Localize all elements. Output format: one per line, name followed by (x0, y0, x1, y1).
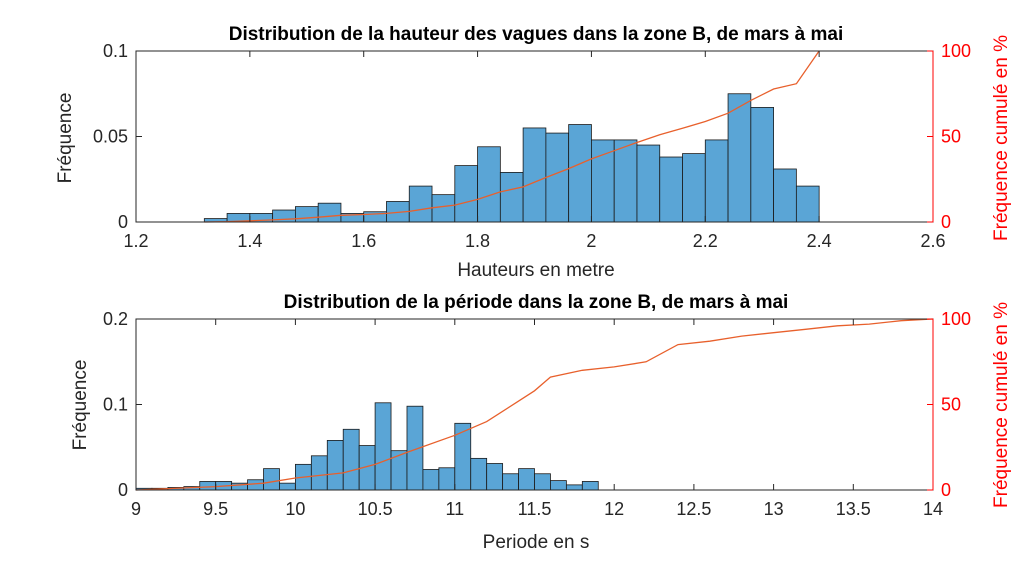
period-bar-27 (565, 484, 583, 491)
height-bar-12 (477, 146, 501, 223)
period-bar-19 (438, 467, 456, 491)
period-y2-axis-label: Fréquence cumulé en % (991, 302, 1012, 508)
period-x-tick-label-1: 9.5 (203, 499, 228, 519)
period-bar-23 (502, 473, 519, 491)
period-x-tick-label-8: 13 (764, 499, 784, 519)
height-bars (203, 93, 820, 223)
height-x-tick-label-1: 1.4 (237, 231, 262, 251)
height-bar-5 (317, 202, 342, 223)
period-bar-13 (342, 428, 360, 491)
period-bar-16 (390, 450, 408, 491)
period-bar-15 (374, 402, 392, 491)
period-bar-12 (326, 440, 344, 491)
height-chart-title: Distribution de la hauteur des vagues da… (229, 24, 844, 45)
height-bar-15 (545, 132, 570, 223)
period-axes: 9 9.5 10 10.5 11 11.5 12 12.5 13 13.5 1400.10.2050… (103, 309, 971, 519)
period-cumulative-line (135, 318, 934, 491)
height-bar-14 (522, 127, 547, 223)
height-y-tick-label-1: 0.05 (93, 127, 128, 147)
period-plot-area (136, 319, 933, 490)
period-x-axis-label: Periode en s (483, 532, 590, 553)
height-y2-tick-label-1: 50 (941, 127, 961, 147)
height-x-tick-label-7: 2.6 (920, 231, 945, 251)
height-y-tick-label-0: 0 (118, 212, 128, 232)
period-y-tick-label-1: 0.1 (103, 395, 128, 415)
height-cumulative-line (204, 50, 820, 223)
period-y-tick-label-2: 0.2 (103, 309, 128, 329)
period-bar-11 (310, 455, 328, 491)
period-y2-tick-label-1: 50 (941, 395, 961, 415)
height-bar-24 (750, 107, 774, 223)
period-y-tick-label-0: 0 (118, 480, 128, 500)
height-bar-26 (795, 185, 820, 223)
period-chart: Distribution de la période dans la zone … (70, 292, 1012, 553)
height-bar-22 (704, 139, 729, 223)
period-bar-24 (518, 468, 535, 491)
height-y2-axis-label: Fréquence cumulé en % (991, 35, 1012, 241)
period-x-tick-label-0: 9 (131, 499, 141, 519)
period-x-tick-label-4: 11 (445, 499, 464, 519)
period-bar-4 (199, 481, 217, 491)
height-bar-9 (408, 185, 433, 223)
period-bar-25 (534, 473, 551, 491)
height-bar-19 (636, 144, 661, 223)
period-bar-28 (581, 481, 599, 491)
height-x-tick-label-4: 2 (586, 231, 596, 251)
period-bar-7 (247, 479, 264, 491)
period-bar-18 (422, 469, 440, 491)
height-x-tick-label-0: 1.2 (123, 231, 148, 251)
height-bar-16 (568, 124, 592, 223)
height-x-tick-label-2: 1.6 (351, 231, 376, 251)
height-bar-20 (659, 156, 683, 223)
period-bar-9 (279, 482, 296, 491)
height-x-tick-label-5: 2.2 (693, 231, 718, 251)
period-chart-title: Distribution de la période dans la zone … (284, 292, 789, 313)
period-bar-26 (550, 480, 567, 491)
period-x-tick-label-10: 14 (923, 499, 943, 519)
height-bar-21 (682, 153, 706, 223)
period-x-tick-label-5: 11.5 (518, 499, 552, 519)
height-bar-18 (613, 139, 638, 223)
height-bar-10 (431, 194, 456, 223)
period-bar-20 (454, 422, 472, 491)
period-x-tick-label-6: 12 (604, 499, 624, 519)
height-bar-4 (294, 206, 319, 223)
height-bar-13 (499, 172, 524, 223)
period-y-axis-label: Fréquence (70, 360, 91, 451)
height-chart: Distribution de la hauteur des vagues da… (55, 24, 1012, 281)
period-y2-tick-label-2: 100 (941, 309, 971, 329)
height-y2-tick-label-2: 100 (941, 41, 971, 61)
height-bar-11 (454, 165, 478, 223)
height-x-axis-label: Hauteurs en metre (457, 260, 614, 281)
period-x-tick-label-3: 10.5 (358, 499, 393, 519)
period-x-tick-label-2: 10 (285, 499, 305, 519)
height-bar-25 (773, 168, 797, 223)
height-y-tick-label-2: 0.1 (103, 41, 128, 61)
height-bar-23 (727, 93, 752, 223)
period-y2-tick-label-0: 0 (941, 480, 951, 500)
period-bar-22 (486, 463, 504, 491)
period-bar-21 (470, 457, 488, 491)
height-x-tick-label-6: 2.4 (807, 231, 832, 251)
height-y2-tick-label-0: 0 (941, 212, 951, 232)
period-x-tick-label-7: 12.5 (676, 499, 711, 519)
period-bar-8 (263, 468, 280, 491)
period-x-tick-label-9: 13.5 (836, 499, 871, 519)
height-x-tick-label-3: 1.8 (465, 231, 490, 251)
height-y-axis-label: Fréquence (55, 93, 76, 184)
